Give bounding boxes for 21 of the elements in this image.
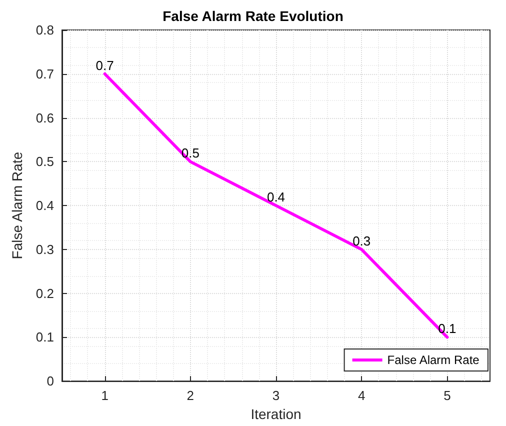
y-tick-label: 0 — [46, 374, 54, 389]
y-tick-label: 0.2 — [36, 286, 54, 301]
y-tick-label: 0.4 — [36, 198, 54, 214]
x-tick-label: 5 — [444, 388, 451, 404]
y-tick-label: 0.1 — [36, 330, 54, 345]
y-tick-label: 0.5 — [36, 154, 54, 170]
x-tick-label: 3 — [272, 388, 280, 404]
y-tick-label: 0.8 — [36, 22, 54, 38]
x-tick-label: 1 — [101, 388, 108, 404]
y-tick-label: 0.3 — [36, 242, 54, 257]
x-tick-label: 2 — [186, 388, 194, 404]
legend-label: False Alarm Rate — [387, 353, 480, 367]
data-label: 0.7 — [96, 58, 114, 73]
data-label: 0.3 — [352, 233, 371, 248]
x-axis-title: Iteration — [250, 406, 302, 422]
y-tick-label: 0.6 — [36, 110, 54, 126]
x-tick-label: 4 — [358, 388, 366, 404]
chart-title: False Alarm Rate Evolution — [162, 8, 344, 24]
y-tick-label: 0.7 — [36, 66, 54, 82]
data-label: 0.4 — [266, 190, 286, 205]
y-axis-title: False Alarm Rate — [9, 152, 25, 260]
